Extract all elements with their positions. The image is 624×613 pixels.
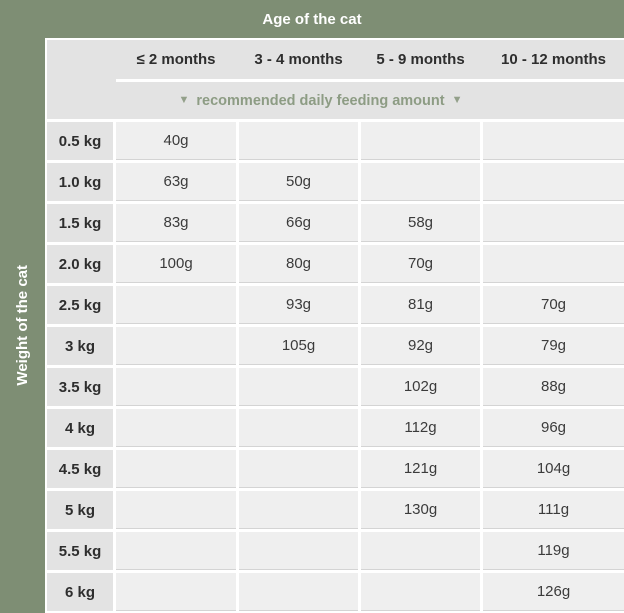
- table-row: 2.0 kg 100g 80g 70g: [47, 245, 624, 283]
- feeding-amount-cell: 105g: [239, 327, 358, 365]
- feeding-amount-cell: [116, 286, 236, 324]
- feeding-amount-cell: 126g: [483, 573, 624, 611]
- feeding-amount-cell: [483, 122, 624, 160]
- weight-label: 5 kg: [47, 491, 113, 529]
- column-header-5-9-months: 5 - 9 months: [376, 51, 465, 68]
- weight-label: 3 kg: [47, 327, 113, 365]
- weight-label: 3.5 kg: [47, 368, 113, 406]
- table-row: 0.5 kg 40g: [47, 122, 624, 160]
- feeding-amount-cell: 92g: [361, 327, 480, 365]
- feeding-amount-cell: 70g: [361, 245, 480, 283]
- recommended-amount-label: recommended daily feeding amount: [196, 92, 445, 109]
- table-row: 6 kg 126g: [47, 573, 624, 611]
- feeding-amount-cell: [239, 368, 358, 406]
- column-headers-row: ≤ 2 months 3 - 4 months 5 - 9 months 10 …: [47, 40, 624, 79]
- feeding-amount-cell: [239, 409, 358, 447]
- table-body: 0.5 kg 40g 1.0 kg 63g 50g 1.5 kg 83g 66g 58g 2.0 …: [47, 122, 624, 611]
- recommended-amount-toggle[interactable]: ▼ recommended daily feeding amount ▼: [47, 82, 624, 119]
- table-row: 4.5 kg 121g 104g: [47, 450, 624, 488]
- weight-label: 4 kg: [47, 409, 113, 447]
- table-row: 5 kg 130g 111g: [47, 491, 624, 529]
- feeding-amount-cell: 111g: [483, 491, 624, 529]
- feeding-amount-cell: [116, 491, 236, 529]
- feeding-amount-cell: [361, 573, 480, 611]
- weight-label: 6 kg: [47, 573, 113, 611]
- feeding-amount-cell: 81g: [361, 286, 480, 324]
- feeding-amount-cell: 112g: [361, 409, 480, 447]
- weight-label: 1.0 kg: [47, 163, 113, 201]
- feeding-amount-cell: [116, 327, 236, 365]
- triangle-down-icon: ▼: [178, 94, 190, 106]
- feeding-amount-cell: 130g: [361, 491, 480, 529]
- feeding-amount-cell: 58g: [361, 204, 480, 242]
- feeding-amount-cell: [483, 163, 624, 201]
- age-axis-header: Age of the cat: [0, 0, 624, 38]
- feeding-amount-cell: [483, 204, 624, 242]
- feeding-amount-cell: 83g: [116, 204, 236, 242]
- feeding-amount-cell: 121g: [361, 450, 480, 488]
- feeding-amount-cell: [116, 532, 236, 570]
- feeding-amount-cell: [239, 573, 358, 611]
- feeding-amount-cell: 79g: [483, 327, 624, 365]
- feeding-amount-cell: 40g: [116, 122, 236, 160]
- table-row: 1.0 kg 63g 50g: [47, 163, 624, 201]
- feeding-amount-cell: 119g: [483, 532, 624, 570]
- column-header-3-4-months: 3 - 4 months: [254, 51, 343, 68]
- corner-spacer: [47, 40, 113, 79]
- table-row: 2.5 kg 93g 81g 70g: [47, 286, 624, 324]
- feeding-amount-cell: 102g: [361, 368, 480, 406]
- feeding-amount-cell: [361, 532, 480, 570]
- feeding-amount-cell: [116, 368, 236, 406]
- feeding-amount-cell: [116, 450, 236, 488]
- table-row: 3.5 kg 102g 88g: [47, 368, 624, 406]
- weight-label: 2.5 kg: [47, 286, 113, 324]
- feeding-amount-cell: 80g: [239, 245, 358, 283]
- weight-label: 4.5 kg: [47, 450, 113, 488]
- feeding-amount-cell: [116, 409, 236, 447]
- table-row: 1.5 kg 83g 66g 58g: [47, 204, 624, 242]
- feeding-amount-cell: 93g: [239, 286, 358, 324]
- feeding-amount-cell: [239, 491, 358, 529]
- feeding-amount-cell: 66g: [239, 204, 358, 242]
- table-row: 3 kg 105g 92g 79g: [47, 327, 624, 365]
- table-row: 4 kg 112g 96g: [47, 409, 624, 447]
- table-row: 5.5 kg 119g: [47, 532, 624, 570]
- age-axis-title: Age of the cat: [262, 10, 362, 28]
- feeding-amount-cell: [361, 163, 480, 201]
- table-header: ≤ 2 months 3 - 4 months 5 - 9 months 10 …: [47, 40, 624, 119]
- feeding-amount-cell: [239, 532, 358, 570]
- triangle-down-icon: ▼: [451, 94, 463, 106]
- weight-axis-title: Weight of the cat: [14, 265, 31, 386]
- feeding-amount-cell: 100g: [116, 245, 236, 283]
- feeding-amount-cell: [239, 450, 358, 488]
- feeding-amount-cell: 70g: [483, 286, 624, 324]
- column-header-le-2-months: ≤ 2 months: [136, 51, 216, 68]
- feeding-amount-cell: 63g: [116, 163, 236, 201]
- header-divider: [116, 79, 624, 82]
- feeding-amount-cell: 104g: [483, 450, 624, 488]
- feeding-amount-cell: [361, 122, 480, 160]
- feeding-amount-cell: [239, 122, 358, 160]
- feeding-amount-cell: [116, 573, 236, 611]
- weight-label: 2.0 kg: [47, 245, 113, 283]
- feeding-amount-cell: [483, 245, 624, 283]
- column-header-10-12-months: 10 - 12 months: [500, 51, 607, 68]
- weight-axis-header: Weight of the cat: [0, 38, 45, 613]
- weight-label: 1.5 kg: [47, 204, 113, 242]
- feeding-amount-cell: 50g: [239, 163, 358, 201]
- weight-label: 0.5 kg: [47, 122, 113, 160]
- feeding-amount-cell: 88g: [483, 368, 624, 406]
- feeding-amount-cell: 96g: [483, 409, 624, 447]
- weight-label: 5.5 kg: [47, 532, 113, 570]
